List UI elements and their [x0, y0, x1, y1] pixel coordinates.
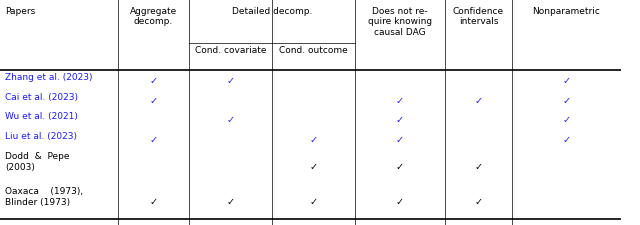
Text: Confidence
intervals: Confidence intervals: [453, 7, 504, 26]
Text: ✓: ✓: [474, 196, 483, 207]
Text: ✓: ✓: [474, 95, 483, 105]
Text: ✓: ✓: [227, 76, 234, 86]
Text: ✓: ✓: [474, 162, 483, 172]
Text: ✓: ✓: [563, 95, 570, 105]
Text: ✓: ✓: [310, 196, 317, 207]
Text: Cai et al. (2023): Cai et al. (2023): [5, 92, 78, 101]
Text: ✓: ✓: [227, 196, 234, 207]
Text: ✓: ✓: [227, 224, 234, 225]
Text: ✓: ✓: [150, 134, 157, 144]
Text: Cond. covariate: Cond. covariate: [195, 46, 266, 55]
Text: ✓: ✓: [563, 224, 570, 225]
Text: Liu et al. (2023): Liu et al. (2023): [5, 131, 77, 140]
Text: ✓: ✓: [227, 115, 234, 125]
Text: Does not re-
quire knowing
causal DAG: Does not re- quire knowing causal DAG: [368, 7, 432, 36]
Text: ✓: ✓: [310, 162, 317, 172]
Text: ✓: ✓: [150, 76, 157, 86]
Text: ✓: ✓: [150, 224, 157, 225]
Text: ✓: ✓: [563, 76, 570, 86]
Text: ✓: ✓: [396, 115, 404, 125]
Text: ✓: ✓: [150, 196, 157, 207]
Text: ✓: ✓: [396, 134, 404, 144]
Text: Wu et al. (2021): Wu et al. (2021): [5, 112, 78, 121]
Text: Zhang et al. (2023): Zhang et al. (2023): [5, 73, 93, 82]
Text: Nonparametric: Nonparametric: [532, 7, 600, 16]
Text: ✓: ✓: [310, 134, 317, 144]
Text: HDPD (this paper): HDPD (this paper): [5, 224, 87, 225]
Text: ✓: ✓: [563, 115, 570, 125]
Text: Detailed decomp.: Detailed decomp.: [232, 7, 312, 16]
Text: Aggregate
decomp.: Aggregate decomp.: [130, 7, 177, 26]
Text: ✓: ✓: [396, 196, 404, 207]
Text: ✓: ✓: [310, 224, 317, 225]
Text: Cond. outcome: Cond. outcome: [279, 46, 348, 55]
Text: ✓: ✓: [150, 95, 157, 105]
Text: Dodd  &  Pepe
(2003): Dodd & Pepe (2003): [5, 151, 70, 171]
Text: Papers: Papers: [5, 7, 35, 16]
Text: ✓: ✓: [396, 95, 404, 105]
Text: Oaxaca    (1973),
Blinder (1973): Oaxaca (1973), Blinder (1973): [5, 186, 83, 206]
Text: ✓: ✓: [396, 224, 404, 225]
Text: ✓: ✓: [474, 224, 483, 225]
Text: ✓: ✓: [563, 134, 570, 144]
Text: ✓: ✓: [396, 162, 404, 172]
